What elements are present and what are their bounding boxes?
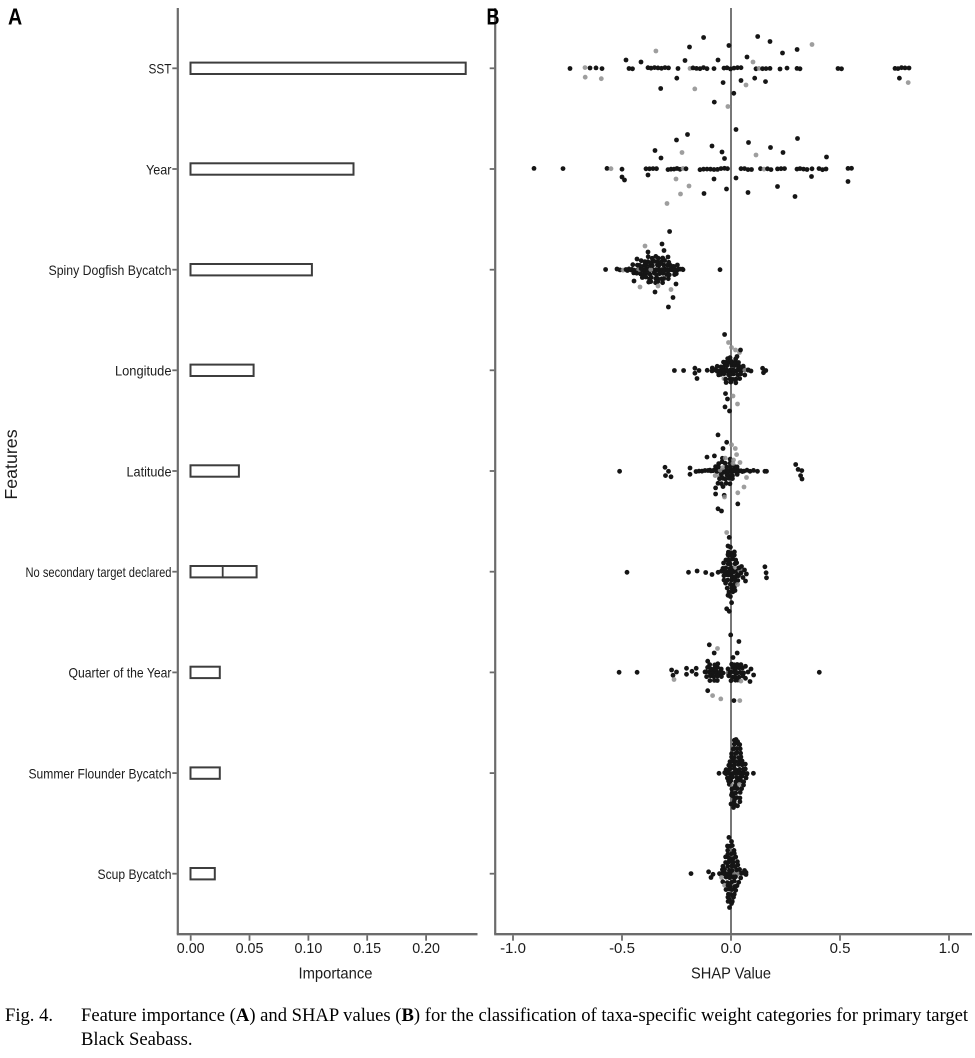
svg-text:Scup Bycatch: Scup Bycatch [98,866,172,882]
svg-text:-1.0: -1.0 [500,940,526,957]
svg-text:Longitude: Longitude [115,363,172,379]
svg-text:-0.5: -0.5 [609,940,635,957]
svg-text:B: B [487,4,500,30]
svg-text:0.5: 0.5 [830,940,851,957]
svg-text:SHAP Value: SHAP Value [691,966,771,983]
svg-text:Features: Features [1,429,21,499]
svg-text:0.20: 0.20 [412,940,440,957]
svg-text:Spiny Dogfish Bycatch: Spiny Dogfish Bycatch [49,262,172,278]
svg-text:0.00: 0.00 [177,940,205,957]
svg-text:0.10: 0.10 [295,940,323,957]
svg-text:Summer Flounder Bycatch: Summer Flounder Bycatch [29,765,172,781]
svg-text:1.0: 1.0 [939,940,960,957]
svg-text:0.15: 0.15 [353,940,381,957]
svg-text:No secondary target declared: No secondary target declared [26,564,172,580]
svg-text:A: A [8,4,22,30]
svg-text:SST: SST [149,61,172,77]
svg-text:Quarter of the Year: Quarter of the Year [69,665,172,681]
svg-text:Year: Year [146,161,172,177]
svg-text:0.0: 0.0 [721,940,742,957]
svg-text:0.05: 0.05 [236,940,264,957]
svg-text:Importance: Importance [299,966,373,983]
svg-text:Latitude: Latitude [127,463,172,479]
